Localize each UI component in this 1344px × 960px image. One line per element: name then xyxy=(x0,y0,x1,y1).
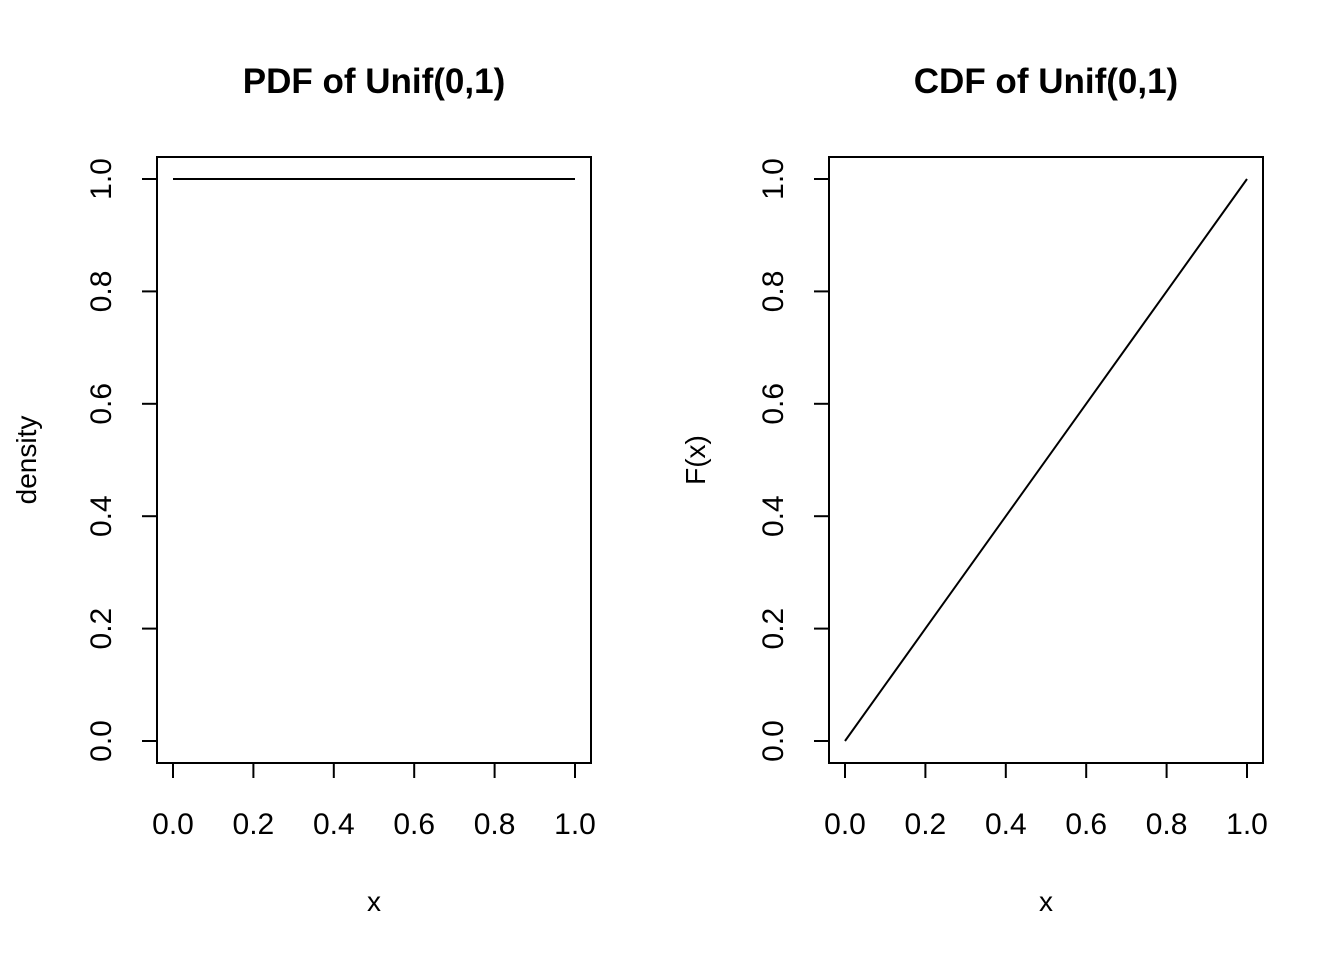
pdf-x-tick-label: 0.0 xyxy=(152,808,194,841)
cdf-x-tick-label: 0.2 xyxy=(905,808,947,841)
pdf-y-tick-label: 1.0 xyxy=(85,158,118,200)
pdf-title: PDF of Unif(0,1) xyxy=(243,62,505,101)
cdf-y-tick-label: 0.4 xyxy=(757,495,790,537)
cdf-x-axis-label: x xyxy=(1039,886,1053,917)
pdf-y-tick-label: 0.6 xyxy=(85,383,118,425)
cdf-x-tick-label: 0.4 xyxy=(985,808,1027,841)
pdf-y-tick-label: 0.8 xyxy=(85,271,118,313)
cdf-x-tick-label: 1.0 xyxy=(1226,808,1268,841)
pdf-y-axis: 0.0 0.2 0.4 0.6 0.8 1.0 xyxy=(85,158,158,762)
pdf-x-tick-label: 0.8 xyxy=(474,808,516,841)
cdf-y-axis-label: F(x) xyxy=(680,435,711,485)
pdf-panel: PDF of Unif(0,1) 0.0 0.2 0.4 0.6 0.8 1.0 0.00… xyxy=(11,62,596,917)
cdf-y-tick-label: 0.6 xyxy=(757,383,790,425)
pdf-y-axis-label: density xyxy=(11,416,42,505)
cdf-x-tick-label: 0.8 xyxy=(1146,808,1188,841)
pdf-x-tick-label: 0.6 xyxy=(393,808,435,841)
pdf-y-tick-label: 0.2 xyxy=(85,608,118,650)
pdf-y-tick-label: 0.4 xyxy=(85,495,118,537)
pdf-y-tick-label: 0.0 xyxy=(85,720,118,762)
cdf-panel: CDF of Unif(0,1) 0.0 0.2 0.4 0.6 0.8 1.0 0.00… xyxy=(680,62,1268,917)
cdf-y-tick-label: 0.2 xyxy=(757,608,790,650)
cdf-y-tick-label: 1.0 xyxy=(757,158,790,200)
cdf-title: CDF of Unif(0,1) xyxy=(914,62,1178,101)
pdf-x-tick-label: 0.2 xyxy=(233,808,275,841)
pdf-plot-frame xyxy=(156,156,592,764)
cdf-y-tick-label: 0.0 xyxy=(757,720,790,762)
cdf-series-line xyxy=(844,178,1248,742)
cdf-y-tick-label: 0.8 xyxy=(757,271,790,313)
cdf-y-axis: 0.0 0.2 0.4 0.6 0.8 1.0 xyxy=(757,158,830,762)
cdf-x-axis: 0.0 0.2 0.4 0.6 0.8 1.0 xyxy=(824,762,1268,841)
cdf-x-tick-label: 0.0 xyxy=(824,808,866,841)
cdf-series xyxy=(844,178,1248,742)
pdf-x-tick-label: 0.4 xyxy=(313,808,355,841)
cdf-x-tick-label: 0.6 xyxy=(1065,808,1107,841)
pdf-x-axis-label: x xyxy=(367,886,381,917)
pdf-x-axis: 0.0 0.2 0.4 0.6 0.8 1.0 xyxy=(152,762,596,841)
pdf-x-tick-label: 1.0 xyxy=(554,808,596,841)
